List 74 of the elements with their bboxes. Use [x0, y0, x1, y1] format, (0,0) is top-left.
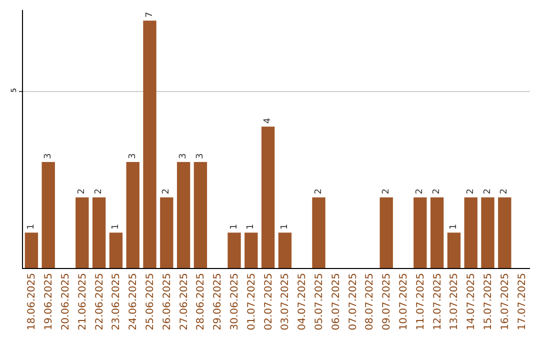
- x-tick-label: 01.07.2025: [246, 273, 258, 330]
- x-tick-label: 27.06.2025: [178, 273, 190, 330]
- bar: [312, 197, 326, 268]
- bar: [278, 232, 292, 268]
- bar: [261, 126, 275, 268]
- x-tick-label: 10.07.2025: [398, 273, 410, 330]
- bar: [24, 232, 38, 268]
- data-label: 2: [432, 188, 442, 194]
- bar: [244, 232, 258, 268]
- bar: [228, 232, 241, 268]
- data-label: 7: [144, 12, 155, 18]
- data-label: 1: [229, 224, 240, 230]
- bar: [464, 197, 478, 268]
- x-tick-label: 15.07.2025: [483, 273, 494, 330]
- data-label: 1: [280, 224, 290, 230]
- x-tick-label: 09.07.2025: [382, 273, 393, 330]
- data-label: 3: [195, 153, 206, 159]
- bar: [194, 162, 208, 268]
- data-label: 1: [110, 224, 121, 230]
- x-tick-label: 25.06.2025: [145, 273, 156, 330]
- x-tick-label: 16.07.2025: [500, 273, 511, 330]
- x-tick-label: 17.07.2025: [516, 273, 528, 330]
- x-tick-label: 02.07.2025: [263, 273, 274, 330]
- bar: [481, 197, 494, 268]
- x-tick-label: 12.07.2025: [432, 273, 444, 330]
- x-tick-label: 08.07.2025: [364, 273, 376, 330]
- data-label: 2: [466, 188, 476, 194]
- x-tick-label: 13.07.2025: [449, 273, 460, 330]
- x-tick-label: 29.06.2025: [212, 273, 224, 330]
- bar: [447, 232, 461, 268]
- data-label: 2: [415, 188, 426, 194]
- x-tick-label: 14.07.2025: [466, 273, 478, 330]
- x-tick-label: 06.07.2025: [330, 273, 342, 330]
- data-label: 3: [178, 153, 189, 159]
- data-label: 2: [162, 188, 172, 194]
- data-label: 2: [381, 188, 392, 194]
- data-label: 2: [77, 188, 88, 194]
- bar: [414, 197, 427, 268]
- x-tick-label: 26.06.2025: [162, 273, 173, 330]
- data-label: 2: [314, 188, 324, 194]
- data-label: 4: [263, 118, 274, 124]
- data-label: 2: [500, 188, 510, 194]
- data-label: 2: [94, 188, 104, 194]
- data-label: 3: [128, 153, 138, 159]
- bar: [109, 232, 123, 268]
- x-tick-label: 20.06.2025: [60, 273, 72, 330]
- x-tick-label: 04.07.2025: [297, 273, 308, 330]
- x-tick-label: 23.06.2025: [111, 273, 122, 330]
- x-tick-label: 28.06.2025: [196, 273, 207, 330]
- bar: [430, 197, 444, 268]
- data-label: 2: [482, 188, 493, 194]
- x-tick-label: 18.06.2025: [26, 273, 38, 330]
- bar: [498, 197, 512, 268]
- bar: [42, 162, 55, 268]
- x-tick-label: 30.06.2025: [230, 273, 240, 330]
- data-label: 1: [26, 224, 36, 230]
- x-tick-label: 05.07.2025: [314, 273, 325, 330]
- x-tick-label: 07.07.2025: [348, 273, 359, 330]
- bar: [76, 197, 89, 268]
- bar: [143, 20, 156, 268]
- bar: [126, 162, 140, 268]
- x-tick-label: 03.07.2025: [280, 273, 292, 330]
- x-tick-label: 24.06.2025: [128, 273, 140, 330]
- x-tick-label: 11.07.2025: [415, 273, 426, 330]
- x-tick-label: 19.06.2025: [44, 273, 55, 330]
- x-tick-label: 22.06.2025: [94, 273, 106, 330]
- bar: [380, 197, 393, 268]
- data-label: 1: [246, 224, 256, 230]
- bar: [160, 197, 174, 268]
- x-tick-label: 21.06.2025: [77, 273, 88, 330]
- data-label: 3: [43, 153, 54, 159]
- bar: [176, 162, 190, 268]
- bar: [92, 197, 106, 268]
- data-label: 1: [448, 224, 459, 230]
